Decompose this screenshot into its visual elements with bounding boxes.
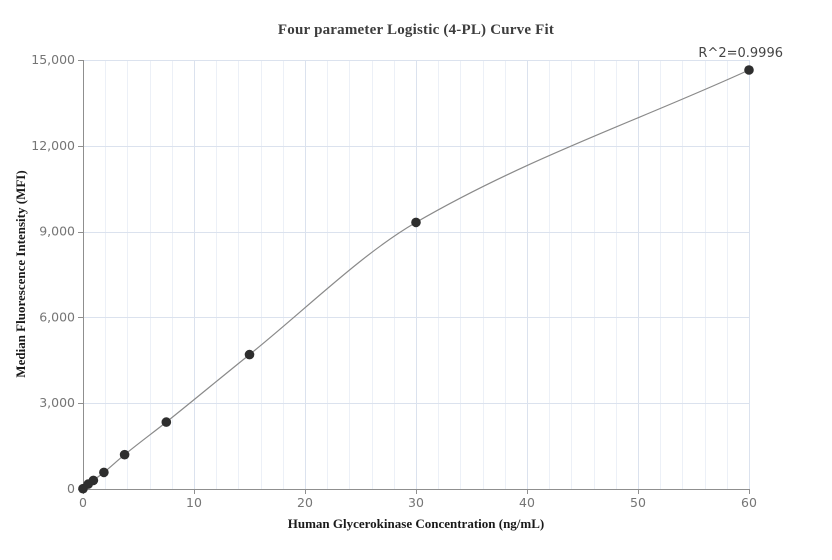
data-point <box>244 349 255 360</box>
data-point <box>744 65 754 75</box>
x-tick-label: 20 <box>297 495 313 510</box>
x-tick-label: 30 <box>408 495 424 510</box>
x-tick-label: 10 <box>186 495 202 510</box>
x-tick-label: 60 <box>741 495 757 510</box>
data-point <box>119 449 130 460</box>
y-tick-label: 0 <box>67 481 75 496</box>
y-tick-label: 3,000 <box>39 395 75 410</box>
y-tick-label: 9,000 <box>39 224 75 239</box>
x-axis-title: Human Glycerokinase Concentration (ng/mL… <box>287 516 545 531</box>
y-tick-label: 15,000 <box>31 52 75 67</box>
x-tick-label: 40 <box>519 495 535 510</box>
r-squared-annotation: R^2=0.9996 <box>698 46 783 61</box>
data-point <box>99 467 109 478</box>
y-tick-label: 6,000 <box>39 309 75 324</box>
chart-title: Four parameter Logistic (4-PL) Curve Fit <box>277 22 555 38</box>
x-tick-label: 50 <box>630 495 646 510</box>
data-point <box>88 475 99 486</box>
data-point <box>161 417 172 427</box>
data-point <box>411 217 421 228</box>
y-tick-label: 12,000 <box>31 138 75 153</box>
x-tick-label: 0 <box>79 495 87 510</box>
